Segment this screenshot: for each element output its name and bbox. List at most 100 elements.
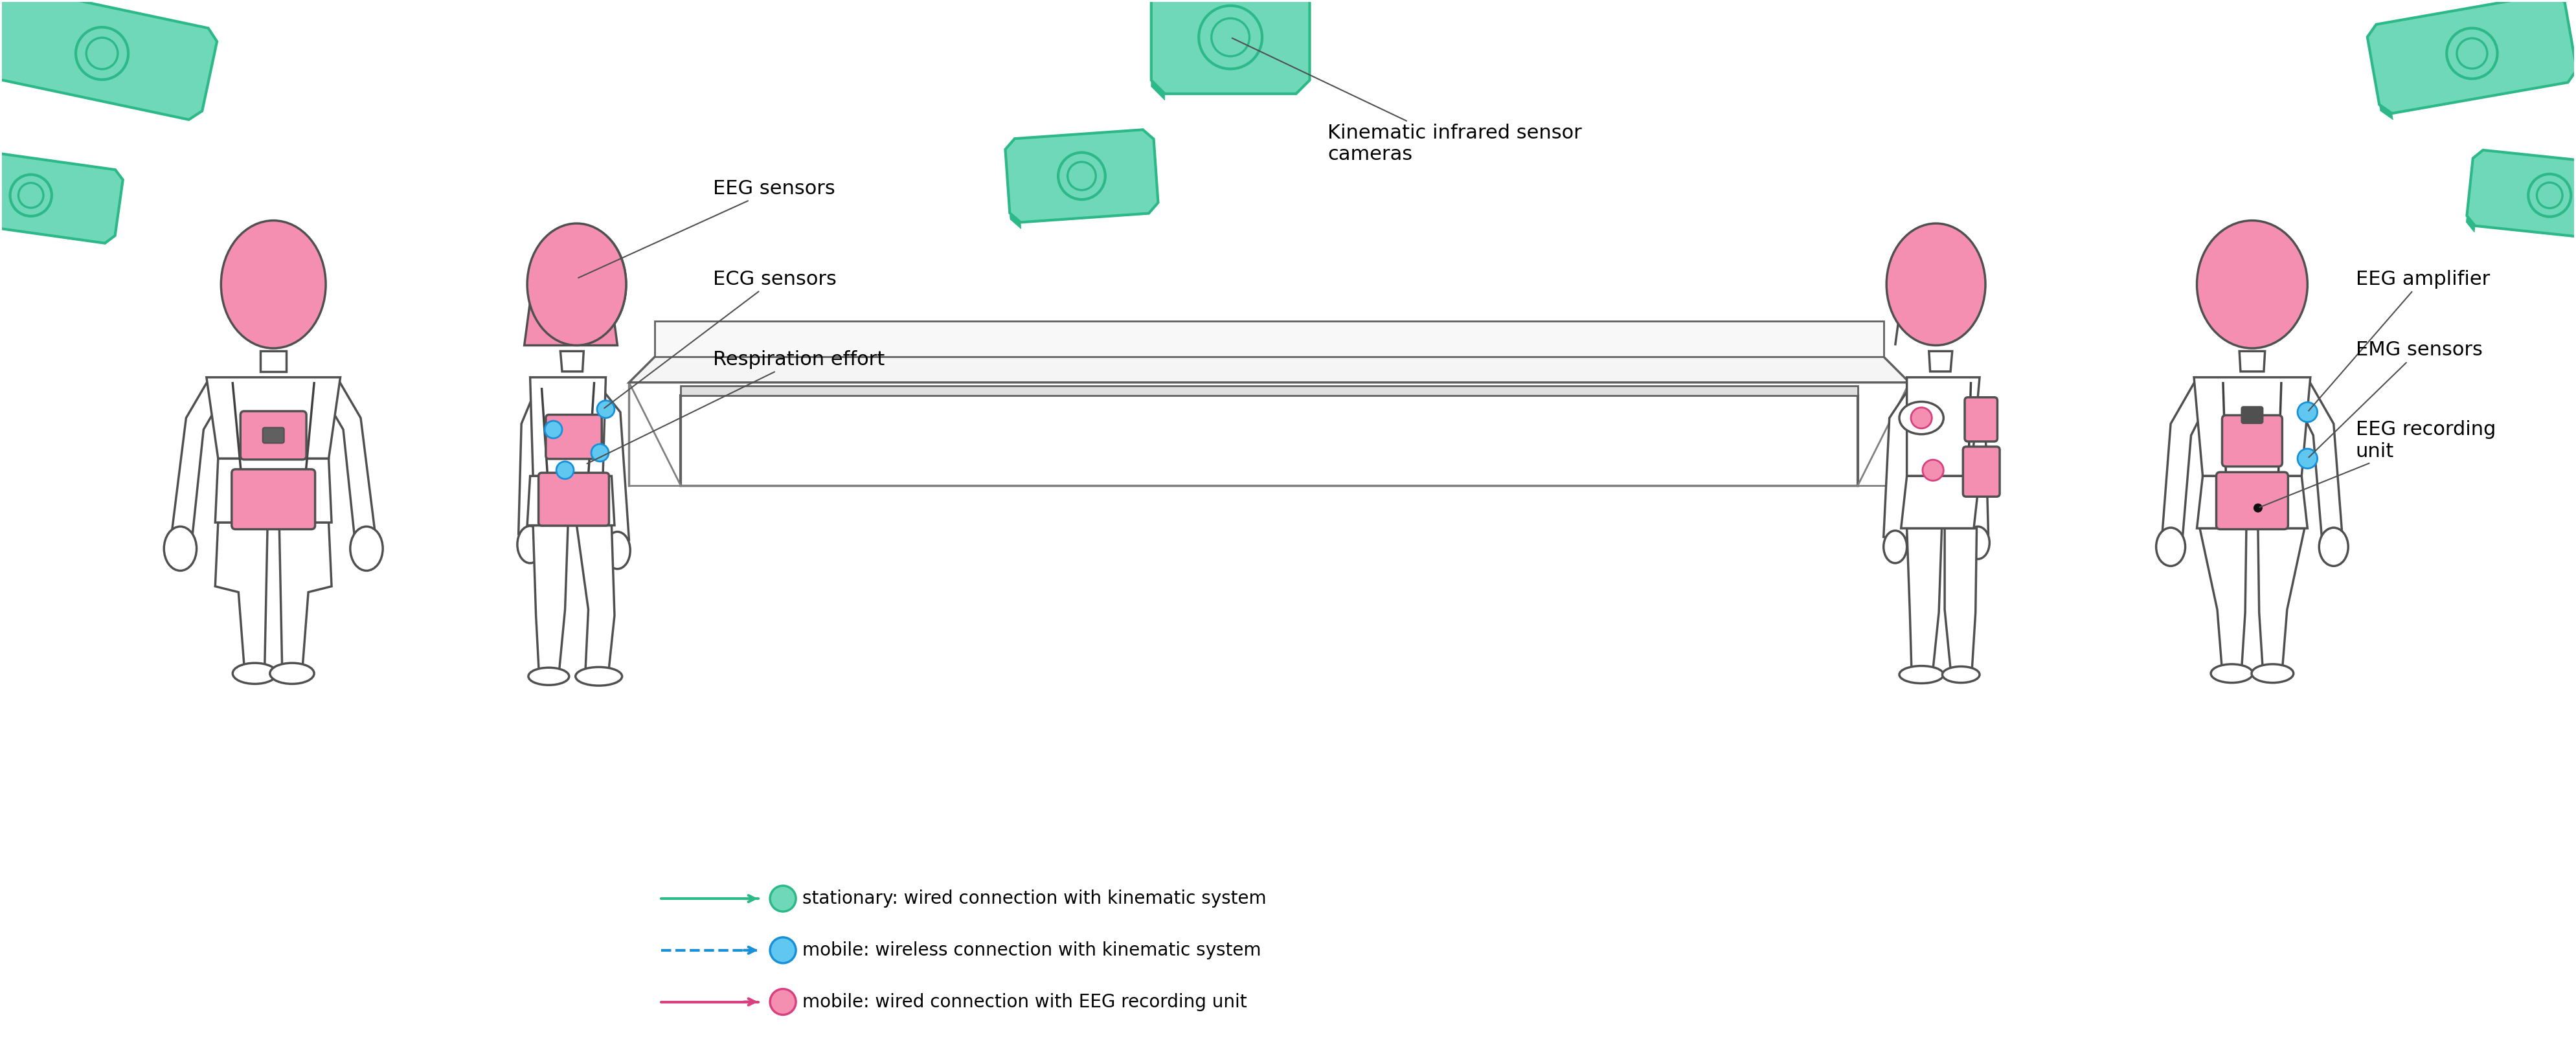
Polygon shape <box>2161 383 2210 540</box>
FancyBboxPatch shape <box>240 411 307 459</box>
Polygon shape <box>1883 383 1937 540</box>
Text: mobile: wireless connection with kinematic system: mobile: wireless connection with kinemat… <box>801 941 1262 959</box>
Ellipse shape <box>2197 220 2308 349</box>
Text: stationary: wired connection with kinematic system: stationary: wired connection with kinema… <box>801 890 1267 908</box>
Text: EEG recording
unit: EEG recording unit <box>2259 420 2496 507</box>
Polygon shape <box>526 302 618 345</box>
Polygon shape <box>322 383 376 540</box>
Ellipse shape <box>528 668 569 685</box>
Polygon shape <box>518 389 559 537</box>
Polygon shape <box>2468 150 2576 240</box>
Ellipse shape <box>528 223 626 345</box>
Ellipse shape <box>518 526 544 563</box>
Ellipse shape <box>270 663 314 684</box>
Ellipse shape <box>538 226 626 342</box>
Text: ECG sensors: ECG sensors <box>605 270 837 408</box>
Text: EMG sensors: EMG sensors <box>2308 341 2483 457</box>
Circle shape <box>592 444 608 461</box>
Polygon shape <box>2293 383 2342 540</box>
Polygon shape <box>216 458 332 523</box>
Circle shape <box>2458 38 2488 69</box>
Polygon shape <box>1151 80 1164 100</box>
Polygon shape <box>577 525 616 671</box>
Polygon shape <box>562 351 585 371</box>
Ellipse shape <box>2200 223 2306 345</box>
Polygon shape <box>1945 528 1976 669</box>
Ellipse shape <box>1899 402 1942 434</box>
Polygon shape <box>2200 528 2246 668</box>
Polygon shape <box>577 383 629 543</box>
FancyBboxPatch shape <box>546 415 603 459</box>
Ellipse shape <box>2251 664 2293 682</box>
Circle shape <box>85 37 118 69</box>
Polygon shape <box>260 351 286 371</box>
Circle shape <box>598 401 616 418</box>
Text: Kinematic infrared sensor
cameras: Kinematic infrared sensor cameras <box>1231 38 1582 164</box>
Polygon shape <box>1010 213 1020 229</box>
Circle shape <box>1198 5 1262 69</box>
Circle shape <box>1059 152 1105 200</box>
Ellipse shape <box>1942 667 1978 682</box>
Ellipse shape <box>1883 530 1906 563</box>
FancyBboxPatch shape <box>538 473 608 526</box>
Ellipse shape <box>574 668 621 686</box>
Circle shape <box>2298 402 2318 422</box>
Text: mobile: wired connection with EEG recording unit: mobile: wired connection with EEG record… <box>801 993 1247 1011</box>
Polygon shape <box>1901 476 1978 528</box>
Polygon shape <box>629 331 1909 383</box>
Polygon shape <box>654 321 1883 357</box>
Polygon shape <box>1151 0 1309 94</box>
Polygon shape <box>1896 302 1901 345</box>
Polygon shape <box>531 377 605 476</box>
Circle shape <box>75 28 129 80</box>
Polygon shape <box>1906 528 1942 669</box>
Circle shape <box>1066 162 1095 190</box>
FancyBboxPatch shape <box>263 427 283 443</box>
Polygon shape <box>533 525 567 671</box>
Ellipse shape <box>232 663 276 684</box>
Circle shape <box>544 421 562 438</box>
Ellipse shape <box>1886 223 1986 345</box>
Polygon shape <box>2380 104 2393 120</box>
FancyBboxPatch shape <box>1963 446 1999 496</box>
Polygon shape <box>2465 216 2476 232</box>
Polygon shape <box>528 476 616 525</box>
Text: Respiration effort: Respiration effort <box>587 351 886 463</box>
Polygon shape <box>173 383 224 540</box>
Ellipse shape <box>165 526 196 571</box>
Circle shape <box>2527 174 2571 217</box>
Polygon shape <box>680 386 1857 395</box>
Ellipse shape <box>222 220 325 349</box>
Polygon shape <box>2259 528 2306 668</box>
FancyBboxPatch shape <box>2241 407 2262 423</box>
Polygon shape <box>1929 351 1953 371</box>
Circle shape <box>2537 183 2563 208</box>
Circle shape <box>2447 28 2496 79</box>
Polygon shape <box>0 148 124 243</box>
Circle shape <box>770 885 796 911</box>
Ellipse shape <box>1888 230 1973 339</box>
Polygon shape <box>0 0 216 120</box>
FancyBboxPatch shape <box>1965 398 1996 441</box>
Polygon shape <box>1906 377 1978 476</box>
Circle shape <box>1211 18 1249 56</box>
Ellipse shape <box>350 526 384 571</box>
Ellipse shape <box>2156 527 2184 566</box>
Ellipse shape <box>2318 527 2349 566</box>
Circle shape <box>556 461 574 479</box>
Ellipse shape <box>1899 665 1942 684</box>
Polygon shape <box>2239 351 2264 371</box>
Circle shape <box>2254 504 2262 512</box>
Polygon shape <box>2367 0 2576 114</box>
Polygon shape <box>206 377 340 458</box>
Circle shape <box>770 989 796 1015</box>
Ellipse shape <box>605 532 631 569</box>
Circle shape <box>1911 407 1932 428</box>
Polygon shape <box>1947 394 1989 536</box>
Polygon shape <box>216 523 268 668</box>
Polygon shape <box>278 523 332 668</box>
Circle shape <box>1922 460 1942 480</box>
FancyBboxPatch shape <box>232 469 314 529</box>
Polygon shape <box>2195 377 2311 476</box>
Circle shape <box>10 174 52 216</box>
